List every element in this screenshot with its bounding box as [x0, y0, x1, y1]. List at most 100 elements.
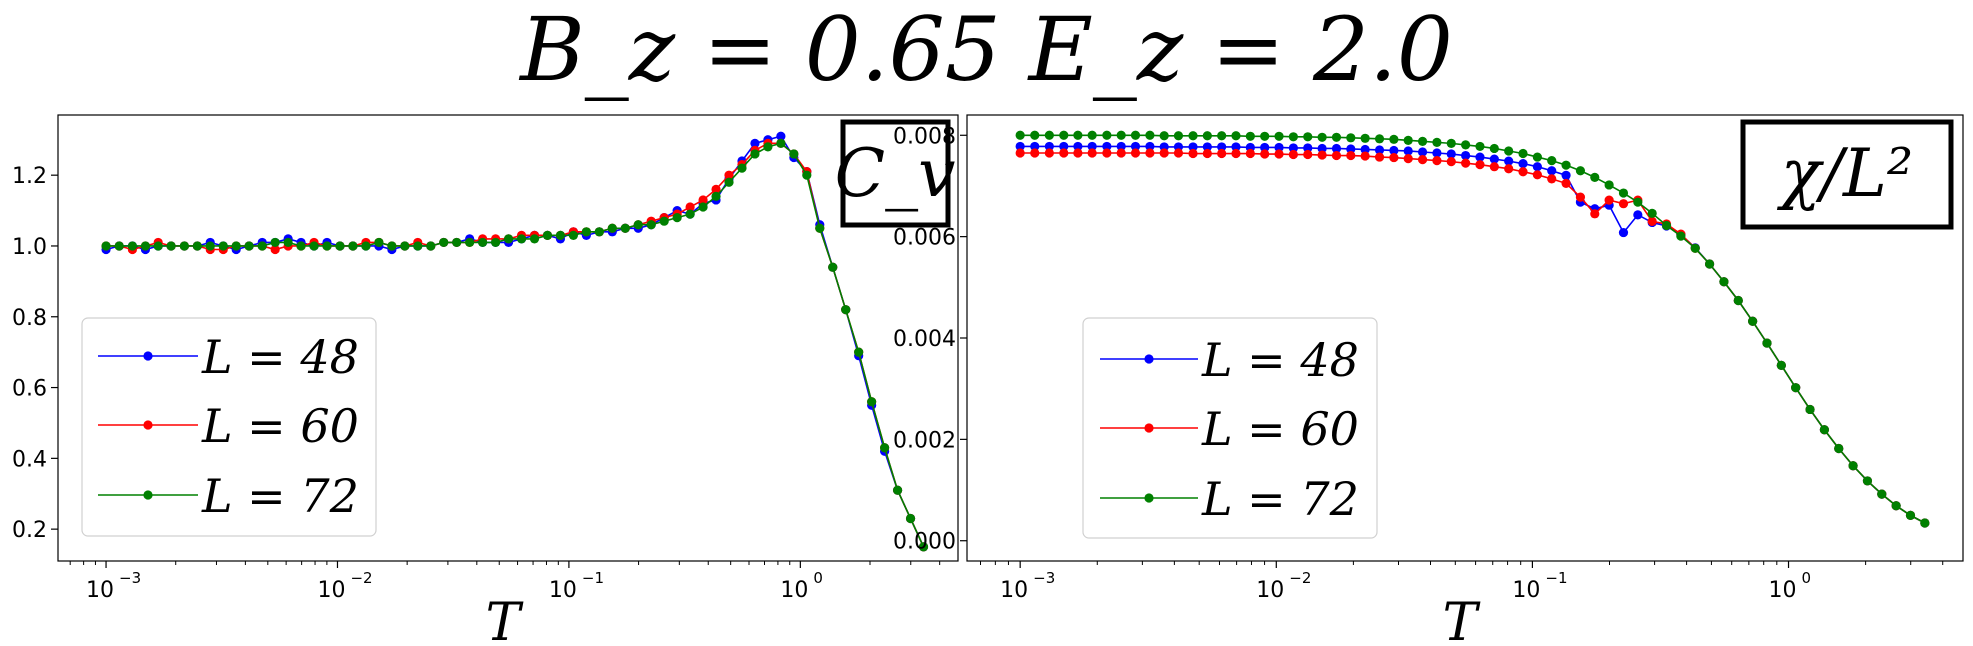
data-point	[854, 347, 864, 357]
data-point	[244, 241, 254, 251]
data-point	[1633, 210, 1643, 220]
data-point	[400, 241, 410, 251]
data-point	[698, 195, 708, 205]
data-point	[542, 230, 553, 240]
y-tick-label: 0.004	[893, 327, 956, 352]
legend-label: L = 48	[1201, 333, 1359, 387]
data-point	[452, 237, 462, 248]
data-point	[426, 241, 436, 251]
x-tick-label: 10	[1512, 578, 1540, 603]
data-point	[166, 241, 176, 251]
data-point	[1217, 131, 1227, 141]
data-point	[1590, 209, 1600, 219]
data-point	[1317, 143, 1327, 154]
data-point	[1561, 170, 1571, 180]
data-point	[374, 237, 384, 248]
y-tick-label: 1.2	[12, 164, 47, 189]
data-point	[1130, 141, 1141, 152]
data-point	[1231, 148, 1241, 159]
data-point	[1145, 141, 1155, 152]
data-point	[1690, 243, 1700, 253]
figure-title-text: B_z = 0.65 E_z = 2.0	[520, 0, 1453, 101]
data-point	[918, 542, 929, 552]
data-point	[1633, 197, 1643, 207]
series-line	[106, 142, 925, 548]
data-point	[491, 237, 501, 248]
data-point	[1547, 166, 1557, 176]
data-point	[1317, 132, 1327, 142]
x-tick-label: 10	[1769, 578, 1797, 603]
data-point	[1661, 220, 1672, 231]
data-point	[1504, 156, 1514, 166]
data-point	[1417, 147, 1428, 157]
data-point	[1877, 489, 1887, 499]
data-point	[1848, 461, 1858, 471]
data-point	[1389, 152, 1399, 163]
data-point	[750, 149, 760, 159]
data-point	[1346, 133, 1356, 143]
legend-marker	[1144, 423, 1154, 433]
data-point	[892, 485, 903, 495]
data-point	[1030, 148, 1040, 158]
data-point	[465, 237, 475, 248]
data-point	[1905, 510, 1916, 520]
data-point	[413, 241, 423, 251]
data-point	[257, 241, 267, 251]
data-point	[1030, 130, 1040, 140]
x-tick-label: 10	[1000, 578, 1028, 603]
data-point	[1432, 137, 1442, 147]
data-point	[1217, 142, 1227, 152]
data-point	[1245, 131, 1255, 141]
data-point	[1288, 143, 1298, 153]
data-point	[581, 227, 591, 237]
data-point	[1130, 148, 1141, 158]
panel-label: χ/L²	[1777, 135, 1914, 212]
data-point	[1733, 295, 1743, 306]
data-point	[335, 241, 345, 251]
legend-entry: L = 48	[1100, 333, 1359, 387]
data-point	[1059, 148, 1069, 158]
legend-label: L = 72	[1201, 472, 1359, 526]
panel-1: 10 −3 10 −2 10 −1 10 0 0.2 0.4 0.6 0.8 1.0 1.2 T C_v L =…	[12, 114, 959, 646]
data-point	[1891, 501, 1901, 511]
data-point	[1475, 160, 1485, 170]
x-axis-label: T	[1443, 593, 1481, 646]
data-point	[1202, 148, 1212, 159]
data-point	[1303, 132, 1313, 142]
data-point	[439, 237, 449, 248]
data-point	[1087, 130, 1097, 140]
series-l72	[101, 138, 929, 552]
data-point	[1432, 148, 1442, 158]
data-point	[685, 202, 695, 212]
data-point	[1489, 162, 1499, 172]
y-tick-label: 0.000	[893, 530, 956, 555]
panel-label-box	[840, 119, 951, 228]
data-point	[1360, 133, 1370, 143]
data-point	[114, 241, 124, 251]
x-tick-exponent: −3	[119, 569, 141, 587]
data-point	[1303, 149, 1313, 160]
data-point	[1188, 142, 1198, 152]
data-point	[905, 513, 916, 524]
data-point	[231, 241, 241, 251]
data-point	[1346, 150, 1356, 161]
data-point	[1618, 227, 1629, 238]
data-point	[1188, 131, 1198, 141]
data-point	[1044, 130, 1054, 140]
legend-box	[1082, 317, 1378, 539]
data-point	[387, 241, 397, 251]
x-tick-label: 10	[317, 578, 345, 603]
x-tick-exponent: −2	[1289, 569, 1311, 587]
data-point	[1561, 178, 1571, 189]
data-point	[1274, 131, 1284, 141]
data-point	[1417, 155, 1428, 165]
data-point	[789, 149, 799, 159]
legend-entry: L = 72	[98, 469, 359, 523]
y-tick-label: 0.002	[893, 428, 956, 453]
data-point	[1604, 195, 1614, 205]
data-point	[503, 234, 514, 244]
data-point	[283, 237, 293, 248]
data-point	[1145, 148, 1155, 158]
data-point	[815, 223, 825, 233]
